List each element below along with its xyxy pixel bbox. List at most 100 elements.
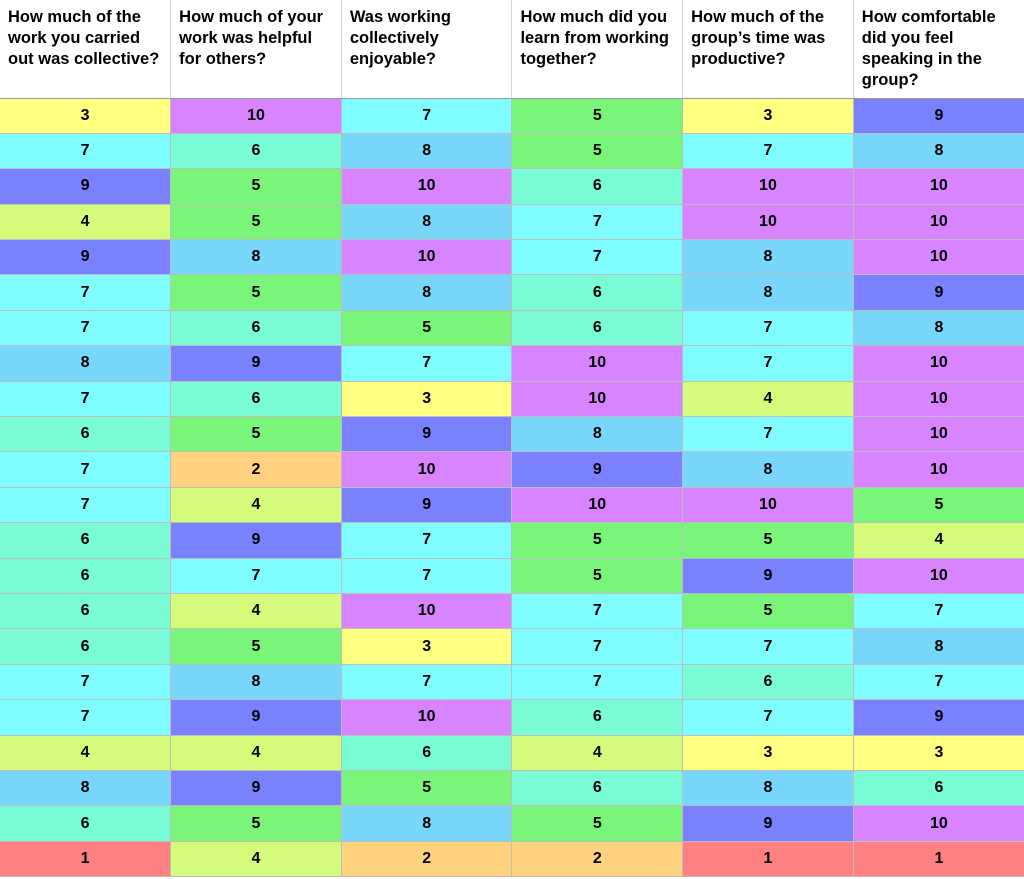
- table-cell: 4: [853, 522, 1024, 559]
- table-cell: 9: [853, 699, 1024, 736]
- table-cell: 9: [170, 345, 342, 382]
- table-cell: 8: [341, 133, 513, 170]
- table-cell: 1: [682, 841, 854, 878]
- table-cell: 6: [682, 664, 854, 701]
- table-row: 7 6 3 10 4 10: [0, 381, 1024, 418]
- table-cell: 8: [853, 310, 1024, 347]
- table-cell: 7: [511, 239, 684, 276]
- table-cell: 5: [170, 628, 342, 665]
- table-cell: 3: [0, 98, 172, 134]
- table-cell: 5: [682, 522, 854, 559]
- table-cell: 10: [341, 593, 513, 630]
- table-cell: 6: [170, 381, 342, 418]
- table-cell: 8: [682, 274, 854, 311]
- table-cell: 7: [341, 345, 513, 382]
- table-cell: 3: [682, 98, 854, 134]
- table-cell: 10: [853, 558, 1024, 594]
- table-cell: 6: [511, 168, 684, 205]
- table-cell: 4: [170, 735, 342, 771]
- table-body: 3 10 7 5 3 9 7 6 8 5 7 8 9 5 10 6 10 10 4 5 8 7 10 10 9 8 10 7 8 10 7 5…: [0, 98, 1024, 878]
- table-cell: 5: [170, 416, 342, 453]
- table-cell: 8: [682, 770, 854, 807]
- table-cell: 5: [853, 487, 1024, 524]
- table-cell: 6: [511, 699, 684, 736]
- table-cell: 9: [511, 451, 684, 488]
- table-cell: 6: [511, 770, 684, 807]
- column-header-productive-time: How much of the group’s time was product…: [682, 0, 854, 99]
- table-cell: 6: [0, 628, 172, 665]
- table-cell: 10: [682, 168, 854, 205]
- table-cell: 6: [170, 310, 342, 347]
- table-cell: 8: [853, 628, 1024, 665]
- table-row: 7 9 10 6 7 9: [0, 699, 1024, 736]
- table-cell: 10: [341, 168, 513, 205]
- table-cell: 10: [853, 345, 1024, 382]
- table-cell: 10: [511, 487, 684, 524]
- table-row: 6 7 7 5 9 10: [0, 558, 1024, 594]
- table-row: 3 10 7 5 3 9: [0, 98, 1024, 134]
- table-cell: 3: [341, 381, 513, 418]
- table-cell: 10: [853, 805, 1024, 842]
- table-cell: 7: [511, 664, 684, 701]
- table-row: 6 5 8 5 9 10: [0, 805, 1024, 842]
- table-cell: 4: [0, 204, 172, 241]
- table-cell: 8: [170, 239, 342, 276]
- table-cell: 4: [170, 841, 342, 878]
- table-cell: 10: [511, 345, 684, 382]
- table-cell: 10: [853, 168, 1024, 205]
- table-cell: 7: [682, 628, 854, 665]
- table-cell: 5: [170, 274, 342, 311]
- table-cell: 7: [170, 558, 342, 594]
- table-cell: 5: [682, 593, 854, 630]
- table-cell: 7: [0, 664, 172, 701]
- table-row: 6 4 10 7 5 7: [0, 593, 1024, 630]
- table-cell: 7: [682, 416, 854, 453]
- table-row: 7 2 10 9 8 10: [0, 451, 1024, 488]
- table-cell: 7: [0, 451, 172, 488]
- table-cell: 6: [0, 522, 172, 559]
- table-cell: 6: [0, 416, 172, 453]
- table-cell: 6: [853, 770, 1024, 807]
- table-cell: 7: [341, 664, 513, 701]
- table-cell: 5: [511, 558, 684, 594]
- table-cell: 5: [341, 310, 513, 347]
- table-row: 9 5 10 6 10 10: [0, 168, 1024, 205]
- table-cell: 4: [682, 381, 854, 418]
- table-cell: 5: [511, 522, 684, 559]
- table-cell: 7: [853, 593, 1024, 630]
- table-cell: 7: [0, 381, 172, 418]
- table-cell: 9: [341, 416, 513, 453]
- column-header-helpful-work: How much of your work was helpful for ot…: [170, 0, 342, 99]
- table-row: 6 5 9 8 7 10: [0, 416, 1024, 453]
- table-cell: 3: [853, 735, 1024, 771]
- table-cell: 5: [170, 805, 342, 842]
- column-header-comfort-speaking: How comfortable did you feel speaking in…: [853, 0, 1024, 99]
- table-cell: 5: [170, 168, 342, 205]
- table-cell: 1: [853, 841, 1024, 878]
- table-cell: 7: [0, 699, 172, 736]
- table-cell: 4: [170, 593, 342, 630]
- table-cell: 9: [170, 522, 342, 559]
- table-cell: 9: [682, 558, 854, 594]
- table-cell: 4: [511, 735, 684, 771]
- table-cell: 6: [511, 310, 684, 347]
- table-cell: 7: [341, 98, 513, 134]
- table-cell: 9: [170, 770, 342, 807]
- table-cell: 10: [853, 381, 1024, 418]
- table-cell: 7: [341, 522, 513, 559]
- table-cell: 9: [853, 274, 1024, 311]
- table-cell: 8: [0, 345, 172, 382]
- table-cell: 9: [341, 487, 513, 524]
- table-cell: 5: [511, 133, 684, 170]
- table-cell: 6: [341, 735, 513, 771]
- table-cell: 10: [341, 699, 513, 736]
- table-cell: 7: [341, 558, 513, 594]
